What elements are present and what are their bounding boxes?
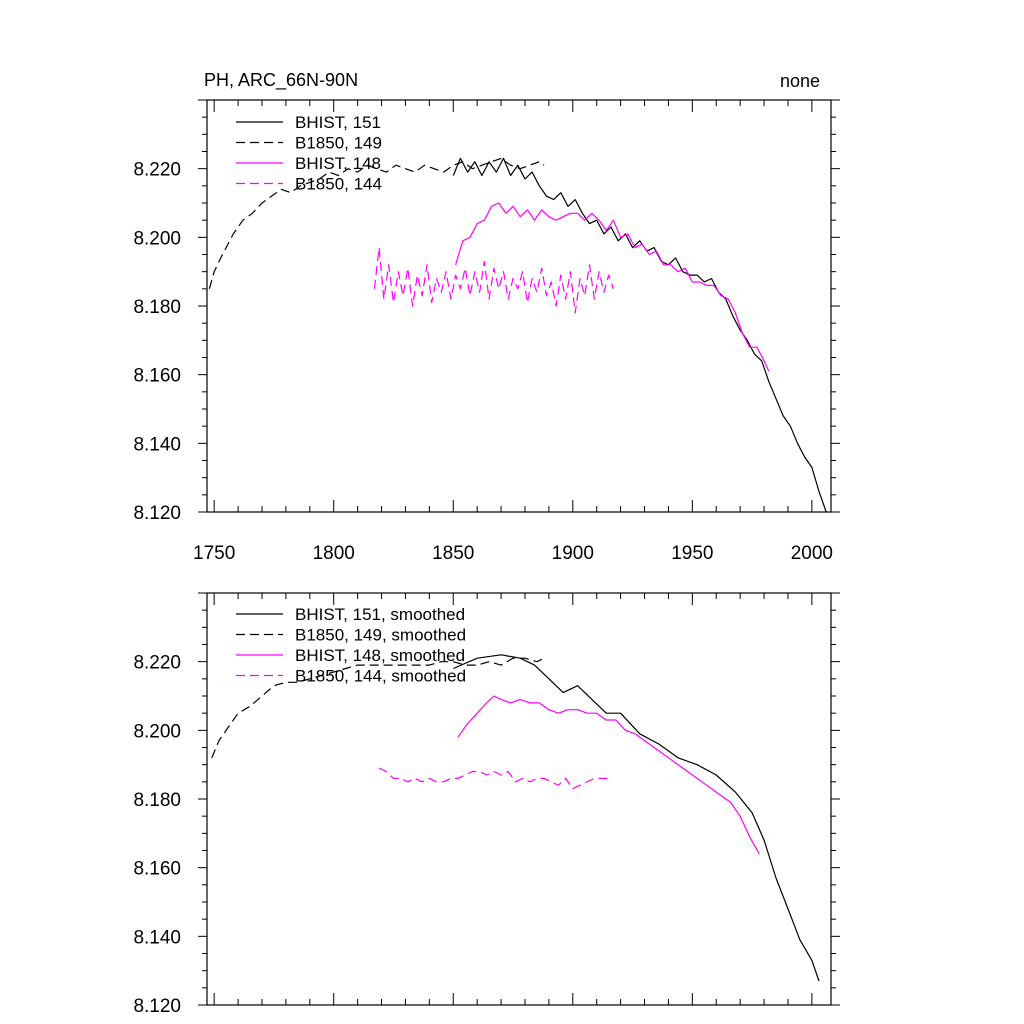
y-tick-label: 8.160 bbox=[133, 366, 181, 387]
series-line-3 bbox=[457, 695, 760, 855]
series-line-4 bbox=[373, 247, 614, 314]
y-tick-label: 8.200 bbox=[133, 721, 181, 742]
chart-panel-2: 8.120 8.140 8.160 8.180 8.200 8.220 BHIST, 151… bbox=[133, 592, 840, 1017]
legend-label: BHIST, 148 bbox=[295, 154, 381, 173]
y-tick-label: 8.220 bbox=[133, 160, 181, 181]
x-tick-label: 1850 bbox=[432, 543, 474, 564]
legend-label: B1850, 144 bbox=[295, 175, 382, 194]
legend-label: BHIST, 148, smoothed bbox=[295, 646, 465, 665]
series-line-2 bbox=[208, 157, 545, 289]
chart-title: PH, ARC_66N-90N bbox=[204, 70, 358, 91]
legend-label: BHIST, 151, smoothed bbox=[295, 605, 465, 624]
series-line-1 bbox=[452, 157, 827, 513]
y-tick-label: 8.200 bbox=[133, 228, 181, 249]
series-line-4 bbox=[378, 767, 609, 790]
y-tick-label: 8.140 bbox=[133, 434, 181, 455]
series-line-2 bbox=[211, 657, 545, 759]
legend-label: B1850, 149, smoothed bbox=[295, 626, 466, 645]
x-tick-label: 1800 bbox=[313, 543, 355, 564]
y-tick-label: 8.220 bbox=[133, 653, 181, 674]
y-tick-label: 8.160 bbox=[133, 859, 181, 880]
chart-subtitle: none bbox=[780, 71, 820, 91]
y-tick-label: 8.180 bbox=[133, 790, 181, 811]
x-tick-label: 1950 bbox=[671, 543, 713, 564]
y-tick-label: 8.140 bbox=[133, 927, 181, 948]
legend-label: B1850, 144, smoothed bbox=[295, 667, 466, 686]
legend-label: BHIST, 151 bbox=[295, 113, 381, 132]
series-line-3 bbox=[455, 202, 770, 372]
x-tick-label: 1900 bbox=[552, 543, 594, 564]
legend-label: B1850, 149 bbox=[295, 134, 382, 153]
series-line-1 bbox=[453, 654, 820, 982]
y-tick-label: 8.120 bbox=[133, 503, 181, 524]
panels: 8.120 8.140 8.160 8.180 8.200 8.220 1750 1800 18… bbox=[133, 70, 840, 1017]
y-tick-label: 8.120 bbox=[133, 996, 181, 1017]
x-tick-label: 2000 bbox=[791, 543, 833, 564]
y-tick-label: 8.180 bbox=[133, 297, 181, 318]
chart-panel-1: 8.120 8.140 8.160 8.180 8.200 8.220 1750 1800 18… bbox=[133, 70, 840, 564]
x-tick-label: 1750 bbox=[193, 543, 235, 564]
